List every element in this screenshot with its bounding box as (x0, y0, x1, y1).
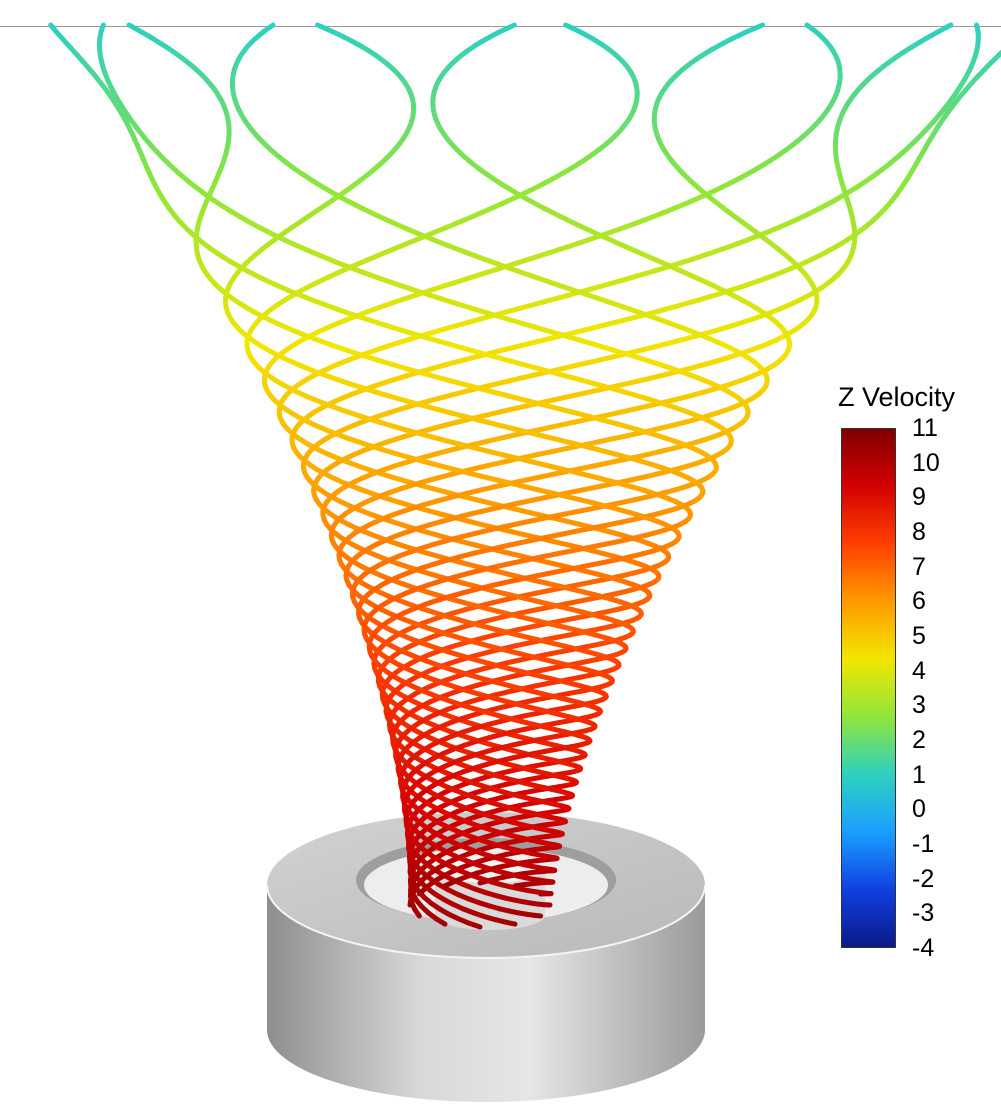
streamline-segment (517, 517, 538, 526)
streamline-segment (495, 560, 516, 569)
streamline-segment (563, 22, 576, 31)
streamline-segment (476, 484, 497, 493)
colorbar-tick-label: 3 (912, 691, 926, 720)
colorbar-tick-label: 6 (912, 587, 926, 616)
colorbar-tick-label: 7 (912, 552, 926, 581)
streamline-segment (486, 435, 507, 444)
streamline-segment (464, 518, 484, 527)
streamline-segment (472, 527, 493, 536)
streamline-segment (521, 474, 542, 483)
streamline-segment (560, 418, 581, 428)
streamline-segment (545, 531, 566, 540)
streamline-segment (501, 431, 521, 440)
streamline-segment (529, 494, 550, 503)
streamline-segment (99, 22, 106, 31)
streamline-segment (522, 451, 543, 460)
streamline-segment (941, 22, 954, 31)
colorbar-tick-label: 1 (912, 760, 926, 789)
top-border-line (0, 26, 1001, 27)
colorbar-tick-label: 10 (912, 448, 940, 477)
streamline-segment (460, 494, 481, 503)
colorbar-tick-label: 0 (912, 795, 926, 824)
streamline-segment (492, 476, 512, 486)
streamline-segment (530, 425, 551, 434)
streamline-segment (492, 458, 513, 467)
streamline-segment (545, 422, 566, 431)
streamline-segment (486, 543, 506, 553)
streamline-segment (751, 22, 765, 31)
streamline-segment (463, 469, 483, 479)
colorbar (841, 428, 896, 948)
streamline-segment (48, 22, 56, 31)
streamline-segment (510, 557, 531, 566)
colorbar-tick-label: -1 (912, 830, 935, 858)
streamline-segment (484, 504, 505, 513)
streamline-segment (995, 49, 1001, 59)
streamline-segment (315, 22, 328, 31)
legend-title: Z Velocity (838, 382, 956, 412)
colorbar-legend: Z Velocity 11 10 9 8 7 6 5 4 3 2 1 0 -1 -2 -3 -4 (820, 376, 1001, 976)
streamline-segment (552, 445, 573, 454)
streamline-segment (515, 537, 536, 546)
streamline-segment (126, 22, 138, 31)
streamline-segment (536, 471, 557, 480)
colorbar-tick-label: 9 (912, 483, 926, 512)
colorbar-tick-label: 2 (912, 726, 926, 754)
streamline-segment (532, 514, 553, 523)
streamline-segment (502, 520, 523, 530)
streamline-segment (504, 22, 517, 31)
colorbar-tick-label: 5 (912, 622, 926, 650)
streamline-segment (477, 461, 498, 470)
streamline-segment (974, 22, 980, 31)
streamlines-group (48, 22, 1001, 930)
streamline-segment (804, 22, 814, 31)
streamline-segment (265, 22, 276, 31)
streamline-segment (547, 511, 568, 520)
streamline-segment (475, 497, 495, 507)
streamline-segment (477, 473, 498, 482)
streamline-segment (525, 554, 545, 563)
streamline-segment (500, 540, 521, 549)
streamline-segment (514, 497, 535, 506)
colorbar-tick-label: -2 (912, 864, 935, 893)
streamline-segment (499, 501, 520, 510)
streamline-segment (469, 507, 490, 517)
streamline-segment (530, 534, 551, 543)
cylinder-rim-highlight (266, 884, 706, 959)
colorbar-tick-label: 8 (912, 518, 926, 546)
streamline-segment (487, 524, 508, 533)
streamline-segment (537, 448, 558, 457)
colorbar-tick-label: 11 (912, 414, 938, 442)
colorbar-tick-label: 4 (912, 656, 926, 685)
colorbar-tick-label: -4 (912, 934, 935, 962)
colorbar-tick-label: -3 (912, 899, 935, 928)
